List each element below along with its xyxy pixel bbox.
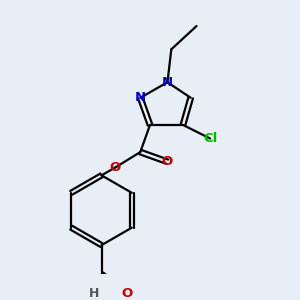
Text: Cl: Cl — [203, 132, 217, 145]
Text: H: H — [88, 287, 99, 300]
Text: N: N — [162, 76, 173, 89]
Text: O: O — [162, 155, 173, 168]
Text: O: O — [121, 287, 132, 300]
Text: N: N — [135, 91, 146, 104]
Text: O: O — [110, 161, 121, 174]
